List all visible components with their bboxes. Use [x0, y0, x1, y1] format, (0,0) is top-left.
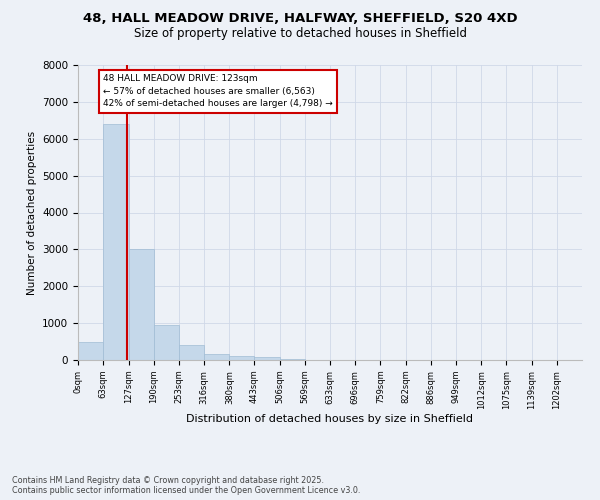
Bar: [78, 342, 103, 360]
Text: 48, HALL MEADOW DRIVE, HALFWAY, SHEFFIELD, S20 4XD: 48, HALL MEADOW DRIVE, HALFWAY, SHEFFIEL…: [83, 12, 517, 26]
Bar: [229, 356, 254, 360]
Bar: [254, 358, 280, 360]
Bar: [128, 250, 154, 360]
Bar: [103, 124, 128, 360]
Y-axis label: Number of detached properties: Number of detached properties: [26, 130, 37, 294]
Bar: [204, 354, 229, 360]
Bar: [280, 359, 305, 360]
Text: Size of property relative to detached houses in Sheffield: Size of property relative to detached ho…: [133, 28, 467, 40]
Bar: [154, 325, 179, 360]
Bar: [179, 345, 204, 360]
Text: Contains HM Land Registry data © Crown copyright and database right 2025.
Contai: Contains HM Land Registry data © Crown c…: [12, 476, 361, 495]
Text: 48 HALL MEADOW DRIVE: 123sqm
← 57% of detached houses are smaller (6,563)
42% of: 48 HALL MEADOW DRIVE: 123sqm ← 57% of de…: [103, 74, 333, 108]
X-axis label: Distribution of detached houses by size in Sheffield: Distribution of detached houses by size …: [187, 414, 473, 424]
